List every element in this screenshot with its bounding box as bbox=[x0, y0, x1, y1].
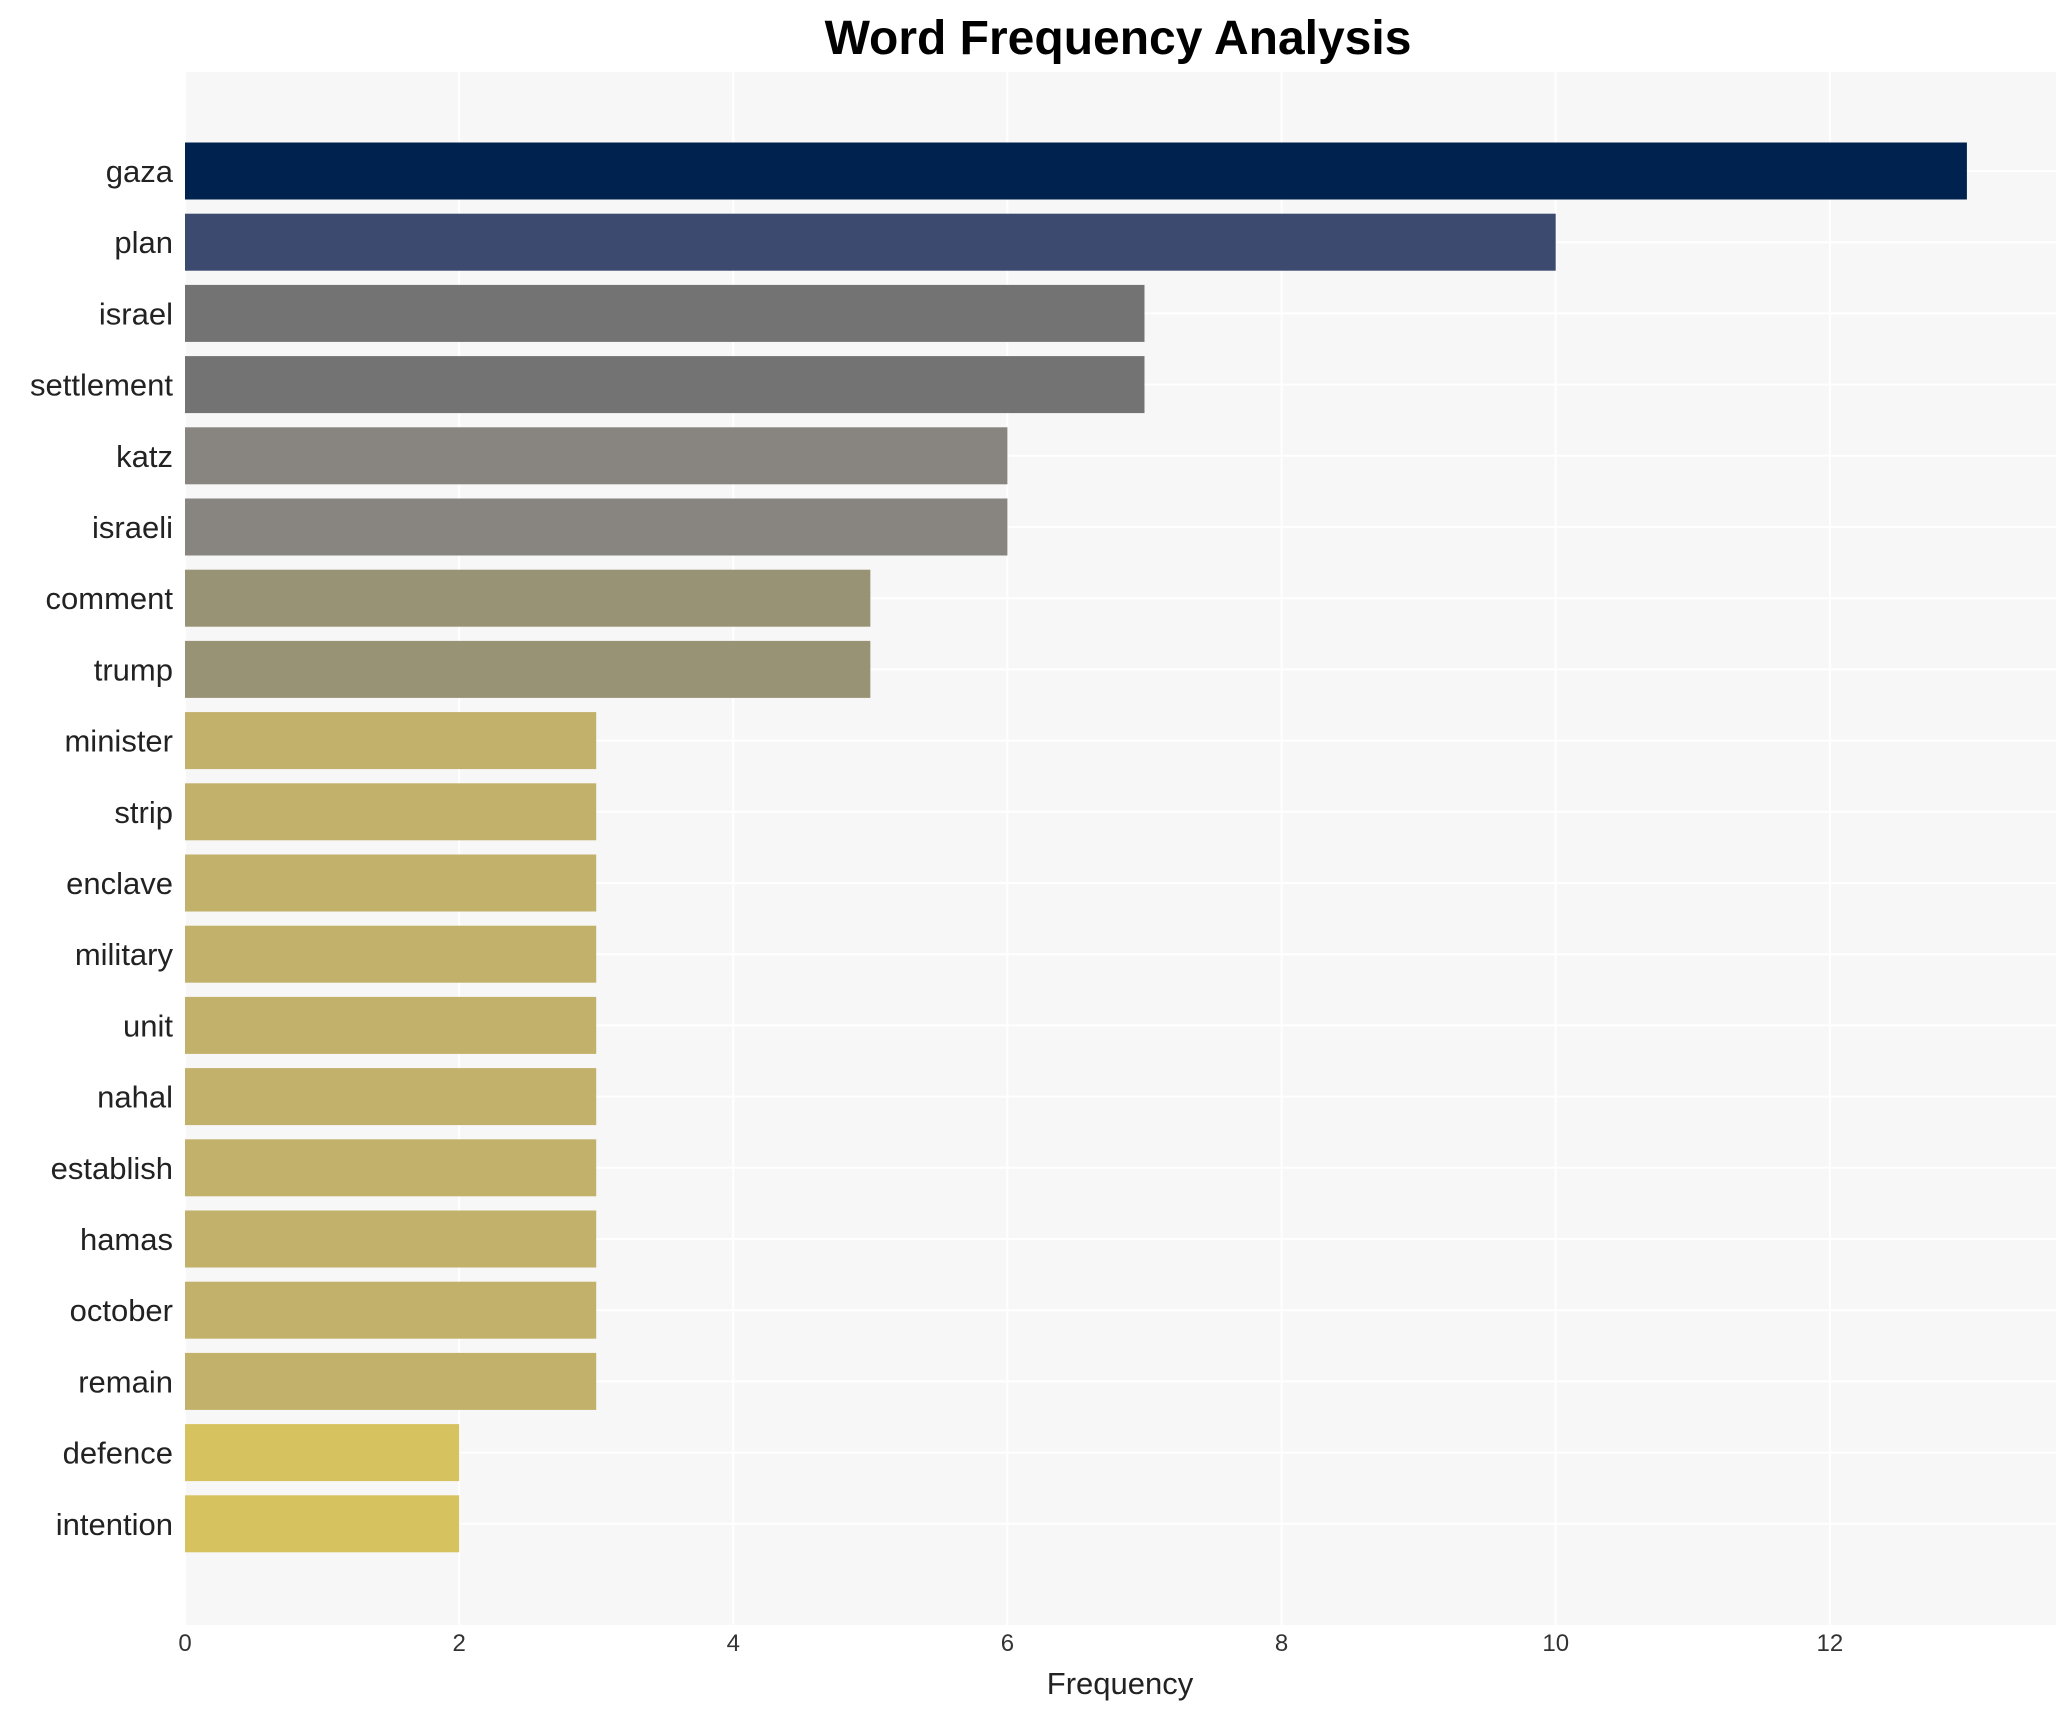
category-label-israel: israel bbox=[99, 296, 173, 331]
category-label-unit: unit bbox=[123, 1008, 173, 1043]
x-tick-label: 4 bbox=[727, 1630, 740, 1657]
bar-settlement bbox=[185, 356, 1145, 414]
bar-israeli bbox=[185, 498, 1008, 556]
category-labels: gaza plan israel settlement katz israeli comme… bbox=[30, 154, 174, 1542]
category-label-remain: remain bbox=[78, 1364, 173, 1399]
x-tick-labels: 0 2 4 6 8 10 12 bbox=[178, 1630, 1843, 1657]
category-label-gaza: gaza bbox=[106, 154, 174, 189]
bar-israel bbox=[185, 284, 1145, 342]
category-label-katz: katz bbox=[116, 439, 173, 474]
category-label-israeli: israeli bbox=[92, 510, 173, 545]
category-label-settlement: settlement bbox=[30, 368, 173, 403]
category-label-nahal: nahal bbox=[97, 1080, 173, 1115]
bar-unit bbox=[185, 996, 597, 1054]
category-label-strip: strip bbox=[114, 795, 173, 830]
bar-minister bbox=[185, 712, 597, 770]
bar-establish bbox=[185, 1139, 597, 1197]
bar-strip bbox=[185, 783, 597, 841]
category-label-hamas: hamas bbox=[80, 1222, 173, 1257]
x-tick-label: 8 bbox=[1275, 1630, 1288, 1657]
category-label-enclave: enclave bbox=[66, 866, 173, 901]
category-label-defence: defence bbox=[63, 1436, 173, 1471]
bar-october bbox=[185, 1281, 597, 1339]
category-label-october: october bbox=[70, 1293, 173, 1328]
category-label-minister: minister bbox=[64, 724, 173, 759]
x-axis-label: Frequency bbox=[1047, 1666, 1194, 1701]
x-tick-label: 0 bbox=[178, 1630, 191, 1657]
x-tick-label: 10 bbox=[1542, 1630, 1569, 1657]
bar-military bbox=[185, 925, 597, 983]
category-label-comment: comment bbox=[46, 581, 174, 616]
bar-plan bbox=[185, 213, 1556, 271]
bars bbox=[185, 142, 1967, 1553]
category-label-establish: establish bbox=[51, 1151, 173, 1186]
category-label-intention: intention bbox=[56, 1507, 173, 1542]
bar-intention bbox=[185, 1495, 460, 1553]
bar-enclave bbox=[185, 854, 597, 912]
bar-nahal bbox=[185, 1068, 597, 1126]
x-tick-label: 2 bbox=[452, 1630, 465, 1657]
category-label-plan: plan bbox=[114, 225, 173, 260]
bar-trump bbox=[185, 640, 871, 698]
x-tick-label: 6 bbox=[1001, 1630, 1014, 1657]
category-label-military: military bbox=[75, 937, 174, 972]
bar-hamas bbox=[185, 1210, 597, 1268]
bar-gaza bbox=[185, 142, 1967, 200]
category-label-trump: trump bbox=[94, 652, 173, 687]
bar-defence bbox=[185, 1424, 460, 1482]
bar-comment bbox=[185, 569, 871, 627]
x-tick-label: 12 bbox=[1816, 1630, 1843, 1657]
bar-katz bbox=[185, 427, 1008, 485]
chart-title: Word Frequency Analysis bbox=[825, 12, 1412, 65]
bar-remain bbox=[185, 1352, 597, 1410]
